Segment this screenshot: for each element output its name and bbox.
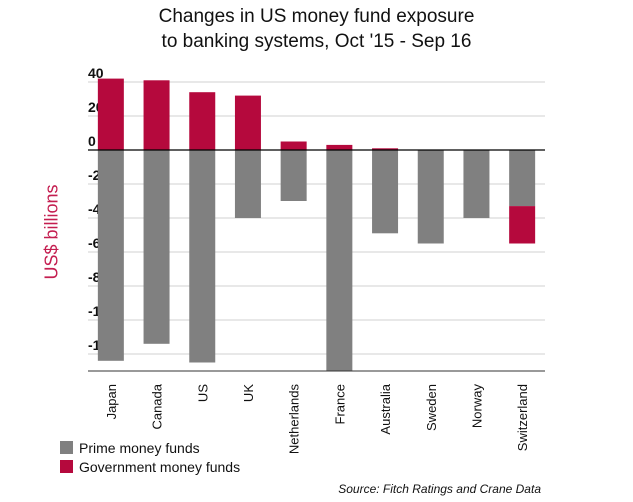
bar-government-france [326,144,353,150]
x-tick-label-france: France [332,384,347,424]
legend: Prime money funds Government money funds [60,438,240,476]
bar-prime-france [326,150,353,371]
y-tick-label-0: 40 [88,65,104,81]
bar-government-australia [372,148,399,150]
bar-government-uk [234,95,261,150]
bar-prime-japan [97,150,124,361]
bar-government-switzerland [509,206,536,244]
y-tick-label-2: 0 [88,133,96,149]
legend-swatch-prime [60,441,73,454]
x-tick-label-australia: Australia [378,383,393,434]
y-axis-label: US$ billions [41,184,62,280]
bar-prime-canada [143,150,170,344]
legend-swatch-government [60,460,73,473]
x-tick-label-switzerland: Switzerland [515,384,530,451]
bar-prime-sweden [417,150,444,244]
bar-government-japan [97,78,124,150]
bar-prime-norway [463,150,490,218]
x-tick-label-netherlands: Netherlands [287,384,302,455]
x-tick-label-norway: Norway [469,384,484,429]
chart-title-line-2: to banking systems, Oct '15 - Sep 16 [161,31,472,52]
x-tick-label-sweden: Sweden [424,384,439,431]
legend-item-prime: Prime money funds [60,438,240,457]
bar-government-canada [143,80,170,150]
chart-title: Changes in US money fund exposure to ban… [0,4,633,54]
x-tick-label-canada: Canada [150,383,165,429]
bar-prime-uk [234,150,261,218]
bar-government-netherlands [280,141,307,150]
x-tick-label-japan: Japan [104,384,119,419]
bar-government-us [189,92,216,150]
chart-title-line-1: Changes in US money fund exposure [158,6,475,27]
legend-label-prime: Prime money funds [79,439,200,456]
bar-prime-australia [372,150,399,234]
bar-prime-switzerland [509,150,536,207]
x-tick-label-us: US [195,384,210,402]
bar-prime-us [189,150,216,363]
legend-item-government: Government money funds [60,457,240,476]
source-note: Source: Fitch Ratings and Crane Data [338,482,541,496]
bar-prime-netherlands [280,150,307,201]
legend-label-government: Government money funds [79,458,241,475]
x-tick-label-uk: UK [241,384,256,402]
